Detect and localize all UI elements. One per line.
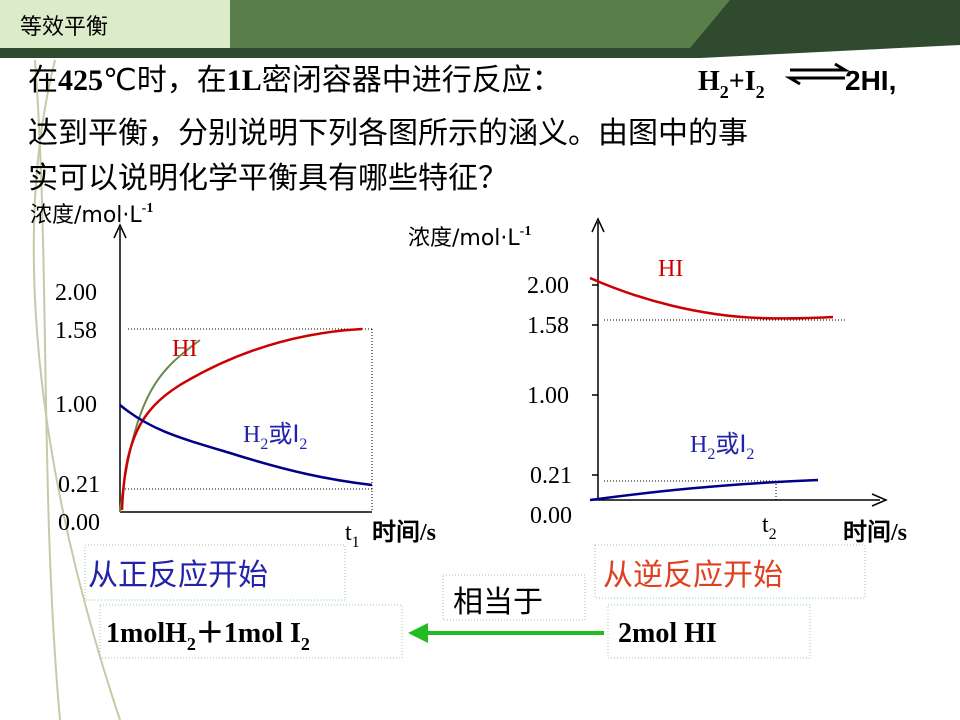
x-axis-label: 时间/s [372,519,436,546]
caption: 从正反应开始 [88,558,268,593]
y-tick-label: 1.58 [55,318,97,344]
hi-curve [120,327,363,511]
relation: 相当于 [453,585,543,620]
axes [590,217,888,507]
caption-box [594,544,866,599]
y-tick-label: 2.00 [527,273,569,299]
left-box [99,604,403,659]
h2-curve [589,478,819,502]
hi-curve [589,276,834,320]
question-line1: 在425℃时，在1L密闭容器中进行反应： [28,63,562,98]
relation-box [442,574,586,621]
y-axis-label: 浓度/mol·L-1 [30,201,153,228]
series-label: H2或I2 [690,430,754,463]
series-label: H2或I2 [243,420,307,453]
h2-curve [119,404,373,487]
caption: 从逆反应开始 [603,558,783,593]
right-box [607,604,811,659]
series-label: HI [658,256,683,282]
y-tick-label: 2.00 [55,280,97,306]
y-tick-label: 0.21 [530,463,572,489]
guide-line [604,319,845,500]
equation-product: 2HI, [845,65,896,96]
y-tick-label: 0.00 [530,503,572,529]
y-tick-label: 1.00 [55,392,97,418]
right-formula: 2mol HI [618,618,717,649]
header-title: 等效平衡 [20,15,108,40]
equation: H2+I2 [698,66,765,102]
time-marker: t2 [762,512,777,543]
y-tick-label: 0.21 [58,472,100,498]
question-line3: 实可以说明化学平衡具有哪些特征？ [28,161,508,196]
guide-line [125,328,373,512]
decor-curve [32,59,121,720]
y-tick-label: 1.00 [527,383,569,409]
y-axis-label: 浓度/mol·L-1 [408,224,531,251]
caption-box [84,544,346,601]
y-tick-label: 1.58 [527,313,569,339]
axes [113,223,372,513]
arrow-head [408,623,428,643]
y-tick-label: 0.00 [58,510,100,536]
time-marker: t1 [345,520,360,551]
header-tab [0,0,230,48]
series-label: HI [172,336,197,362]
x-axis-label: 时间/s [843,519,907,546]
left-formula: 1molH2＋1mol I2 [106,618,310,654]
equilibrium-arrow [784,62,851,86]
question-line2: 达到平衡，分别说明下列各图所示的涵义。由图中的事 [28,116,748,151]
